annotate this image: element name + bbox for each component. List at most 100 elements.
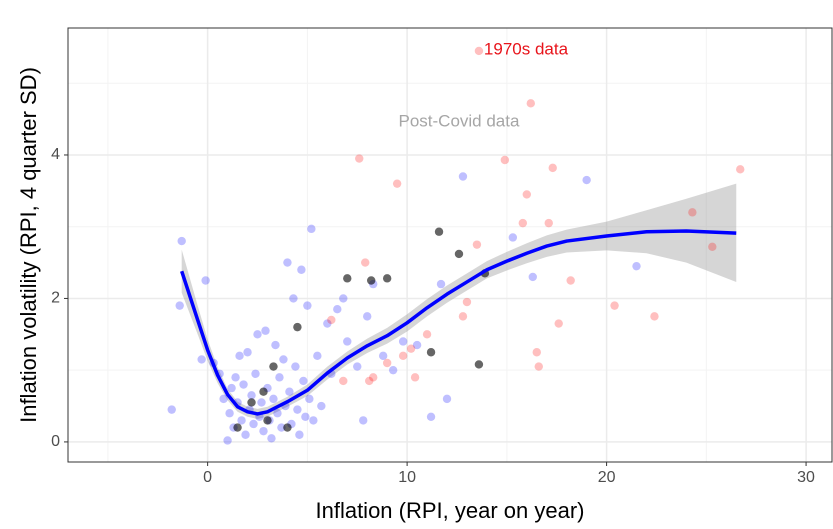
point [279, 355, 288, 364]
point [253, 330, 262, 339]
panel [68, 28, 832, 462]
point [548, 163, 557, 173]
panel-border [67, 27, 833, 463]
point [293, 405, 302, 414]
point [406, 344, 416, 353]
point [708, 242, 717, 251]
point [534, 362, 543, 371]
point [251, 369, 260, 378]
point [317, 401, 326, 411]
point [295, 430, 304, 439]
point [632, 261, 641, 271]
point [500, 155, 510, 165]
point [532, 348, 541, 357]
point [261, 326, 270, 335]
x-tick-label: 10 [398, 469, 416, 486]
point [544, 218, 553, 228]
x-axis-title: Inflation (RPI, year on year) [315, 498, 584, 523]
point [359, 416, 368, 425]
grid [68, 28, 832, 462]
point [398, 337, 408, 346]
point [412, 340, 422, 350]
point [361, 258, 370, 267]
point [333, 305, 342, 314]
y-axis-title: Inflation volatility (RPI, 4 quarter SD) [16, 67, 41, 423]
point [426, 412, 436, 422]
point [309, 416, 318, 425]
point [343, 337, 352, 346]
point [323, 319, 332, 328]
point [392, 179, 402, 188]
point [263, 416, 272, 425]
point [398, 351, 408, 361]
point [231, 373, 240, 382]
y-tick-label: 4 [51, 146, 60, 163]
point [610, 301, 619, 310]
point [365, 376, 374, 386]
point [273, 409, 282, 418]
point [239, 380, 248, 389]
point [243, 348, 252, 357]
smooth-line [180, 229, 737, 416]
point [436, 279, 446, 289]
point [426, 348, 436, 357]
point [291, 362, 300, 371]
point [313, 351, 322, 361]
point [247, 398, 256, 407]
point [554, 319, 563, 328]
point [241, 430, 250, 439]
point [343, 274, 352, 283]
point [285, 387, 294, 396]
point [247, 391, 256, 400]
point [177, 236, 186, 246]
point [363, 312, 372, 321]
point [271, 340, 280, 350]
point [293, 322, 302, 332]
point [259, 387, 268, 396]
point [410, 373, 420, 382]
point [227, 383, 236, 393]
point [378, 351, 388, 361]
point [257, 398, 266, 407]
point [235, 351, 244, 361]
x-tick-label: 20 [598, 469, 616, 486]
point [219, 394, 228, 404]
point [299, 376, 308, 386]
point [269, 394, 278, 404]
point [518, 218, 528, 228]
point [269, 362, 278, 371]
point [367, 276, 376, 285]
point [297, 265, 306, 274]
point [369, 373, 378, 382]
point [167, 405, 176, 414]
point [233, 423, 242, 432]
point [201, 276, 210, 285]
point [175, 301, 184, 310]
point [508, 233, 518, 242]
point [472, 240, 482, 249]
confidence-band [181, 183, 737, 419]
point [382, 274, 392, 283]
point [442, 394, 452, 404]
point [339, 294, 348, 303]
point [303, 301, 312, 310]
point [526, 99, 535, 108]
point [434, 227, 444, 236]
point [582, 175, 591, 185]
marks [167, 46, 745, 445]
point [388, 365, 398, 375]
point [277, 423, 286, 432]
point [305, 394, 314, 404]
point [339, 376, 348, 386]
point [225, 409, 234, 418]
point [275, 373, 284, 382]
point [327, 315, 336, 325]
point [650, 312, 659, 321]
point [289, 294, 298, 303]
annotation: 1970s data [484, 40, 569, 59]
point [355, 154, 364, 163]
point [283, 258, 292, 267]
point [197, 355, 206, 364]
